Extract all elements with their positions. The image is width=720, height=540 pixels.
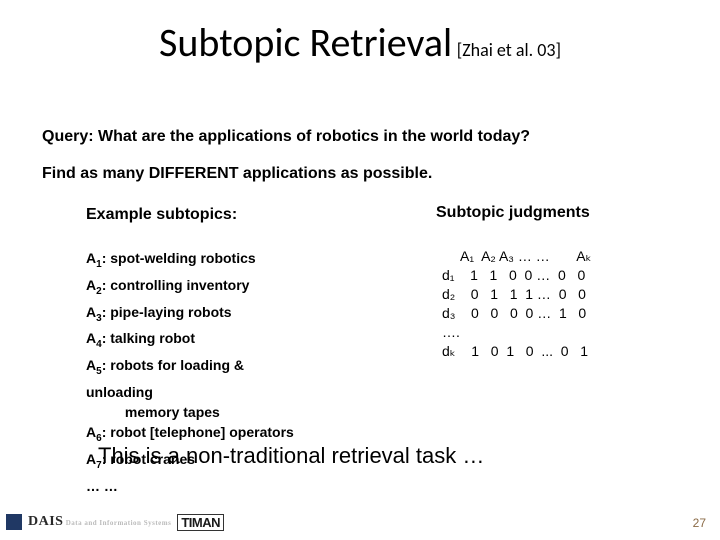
judgment-row: d₃ 0 0 0 0 … 1 0 [442,304,588,323]
subtopic-item: unloading [86,382,294,402]
subtopic-item: A4: talking robot [86,328,294,355]
query-line: Query: What are the applications of robo… [42,128,530,146]
subtopic-judgments-heading: Subtopic judgments [436,204,590,222]
timan-logo: TIMAN [177,514,224,531]
subtopic-item: A1: spot-welding robotics [86,248,294,275]
judgments-header: A₁ A₂ A₃ … … Aₖ [460,248,592,265]
subtopic-item: A2: controlling inventory [86,275,294,302]
slide-number: 27 [693,516,706,530]
conclusion-line: This is a non-traditional retrieval task… [98,443,484,469]
dais-logo: DAIS Data and Information Systems [28,514,171,530]
judgment-row: d₁ 1 1 0 0 … 0 0 [442,266,588,285]
subtopic-item: memory tapes [86,402,294,422]
subtopic-item: A3: pipe-laying robots [86,302,294,329]
example-subtopics-heading: Example subtopics: [86,206,237,224]
judgments-rows: d₁ 1 1 0 0 … 0 0d₂ 0 1 1 1 … 0 0d₃ 0 0 0… [442,266,588,361]
subtopic-item: A5: robots for loading & [86,355,294,382]
title-cite: [Zhai et al. 03] [457,39,561,61]
find-line: Find as many DIFFERENT applications as p… [42,165,432,183]
subtopic-ellipsis: … … [86,476,294,496]
judgment-row: …. [442,323,588,342]
slide-title: Subtopic Retrieval [Zhai et al. 03] [0,18,720,67]
title-main: Subtopic Retrieval [159,18,452,67]
footer-logos: DAIS Data and Information Systems TIMAN [6,510,224,534]
judgment-row: d₂ 0 1 1 1 … 0 0 [442,285,588,304]
judgment-row: dₖ 1 0 1 0 ... 0 1 [442,342,588,361]
footer-square-icon [6,514,22,530]
